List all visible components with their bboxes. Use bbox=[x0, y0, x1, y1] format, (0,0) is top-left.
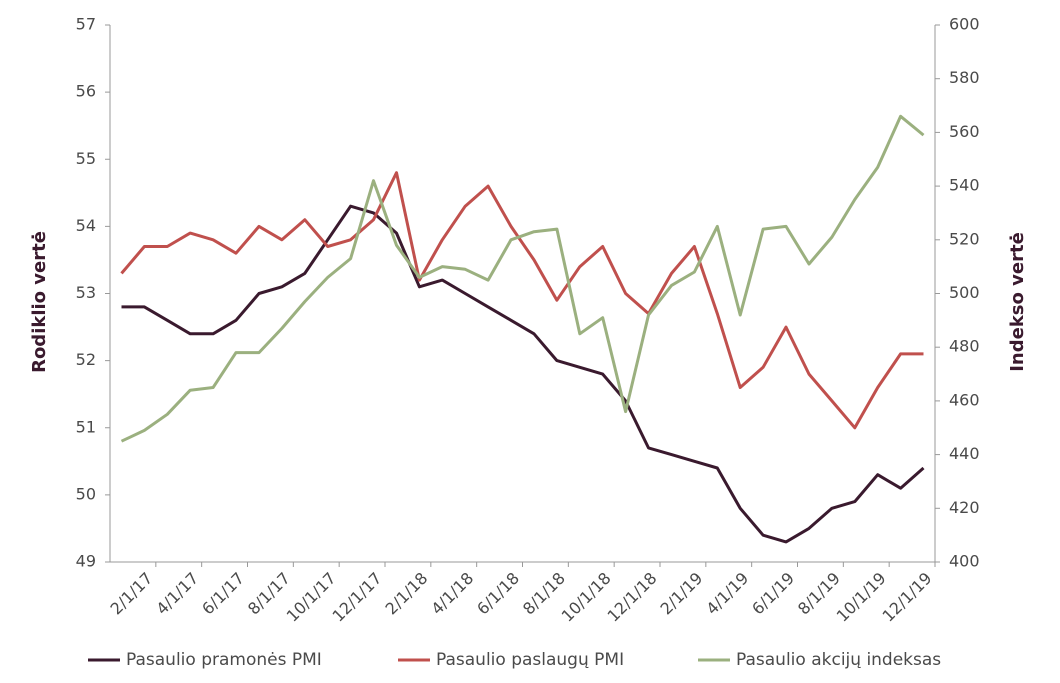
x-tick-label: 12/1/18 bbox=[603, 569, 660, 626]
y2-tick-label: 560 bbox=[949, 122, 980, 141]
x-tick-label: 2/1/17 bbox=[107, 569, 157, 619]
x-tick-label: 10/1/18 bbox=[558, 569, 615, 626]
legend-label: Pasaulio paslaugų PMI bbox=[436, 650, 624, 670]
x-tick-label: 10/1/17 bbox=[283, 569, 340, 626]
y2-tick-label: 460 bbox=[949, 390, 980, 409]
y2-axis-title: Indekso vertė bbox=[1007, 232, 1028, 372]
y-tick-label: 54 bbox=[76, 216, 96, 235]
series-line bbox=[121, 204, 925, 544]
y2-tick-label: 500 bbox=[949, 283, 980, 302]
y2-tick-label: 400 bbox=[949, 552, 980, 571]
y2-tick-label: 540 bbox=[949, 176, 980, 195]
y2-tick-label: 420 bbox=[949, 498, 980, 517]
y-tick-label: 49 bbox=[76, 552, 96, 571]
y-tick-label: 52 bbox=[76, 350, 96, 369]
x-tick-label: 10/1/19 bbox=[833, 569, 890, 626]
x-tick-label: 2/1/18 bbox=[382, 569, 432, 619]
legend-label: Pasaulio pramonės PMI bbox=[126, 650, 322, 670]
y-axis-title: Rodiklio vertė bbox=[29, 231, 50, 373]
y2-tick-label: 600 bbox=[949, 15, 980, 34]
y-tick-label: 55 bbox=[76, 149, 96, 168]
y-tick-label: 57 bbox=[76, 15, 96, 34]
y2-tick-label: 440 bbox=[949, 444, 980, 463]
y-tick-label: 53 bbox=[76, 283, 96, 302]
x-tick-label: 4/1/19 bbox=[702, 569, 752, 619]
x-tick-label: 6/1/18 bbox=[473, 569, 523, 619]
legend-label: Pasaulio akcijų indeksas bbox=[736, 650, 941, 670]
x-tick-label: 6/1/19 bbox=[748, 569, 798, 619]
x-tick-label: 4/1/18 bbox=[427, 569, 477, 619]
x-tick-label: 4/1/17 bbox=[152, 569, 202, 619]
y2-tick-label: 480 bbox=[949, 337, 980, 356]
y-tick-label: 50 bbox=[76, 484, 96, 503]
series-line bbox=[120, 171, 924, 430]
x-tick-label: 2/1/19 bbox=[657, 569, 707, 619]
y2-tick-label: 580 bbox=[949, 68, 980, 87]
series-line bbox=[120, 114, 925, 443]
x-tick-label: 12/1/19 bbox=[878, 569, 935, 626]
y-tick-label: 56 bbox=[76, 82, 96, 101]
y-tick-label: 51 bbox=[76, 417, 96, 436]
x-tick-label: 6/1/17 bbox=[198, 569, 248, 619]
y2-tick-label: 520 bbox=[949, 229, 980, 248]
x-tick-label: 12/1/17 bbox=[328, 569, 385, 626]
